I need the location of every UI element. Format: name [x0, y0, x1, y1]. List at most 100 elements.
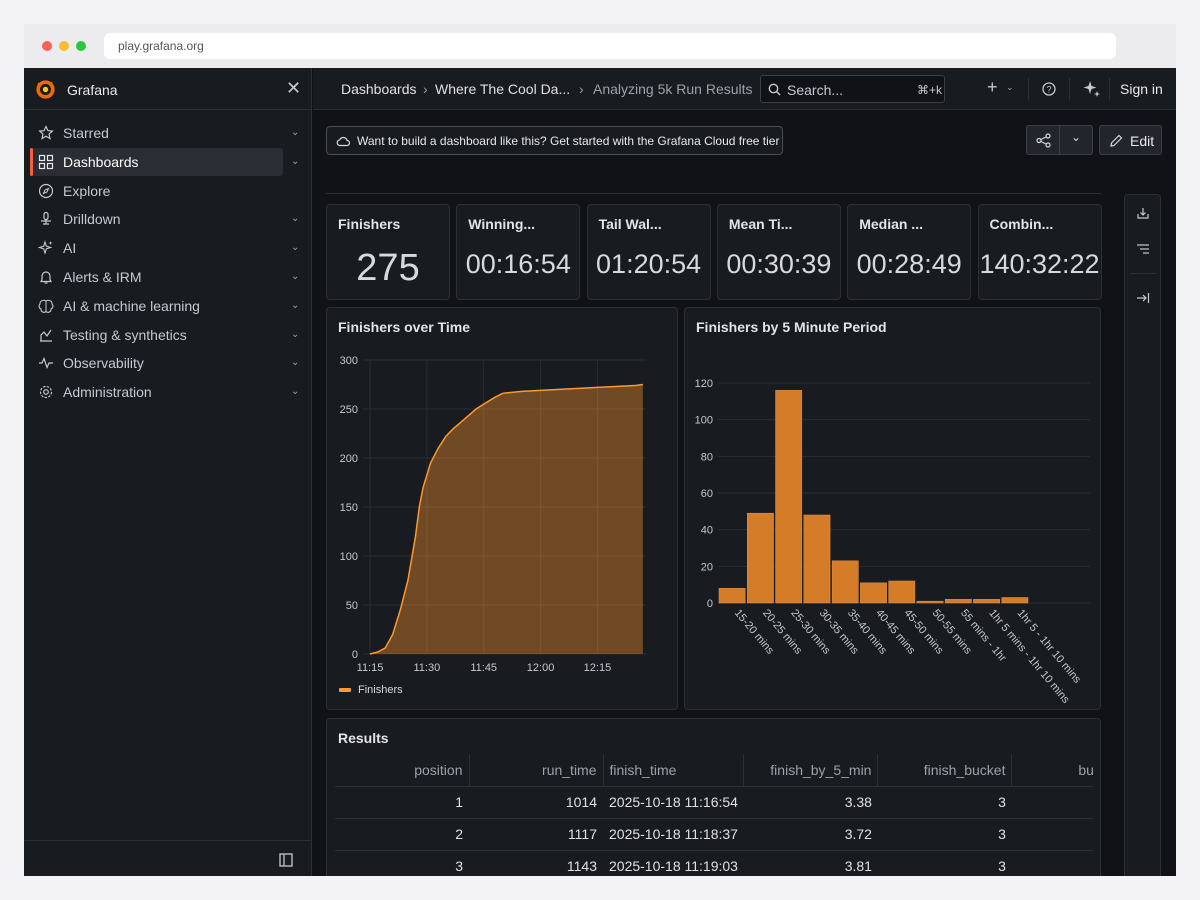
share-icon[interactable] [1036, 133, 1051, 148]
sidebar-item-administration[interactable]: Administration ⌄ [30, 378, 299, 406]
bar[interactable] [718, 588, 746, 604]
column-header[interactable]: finish_bucket [877, 754, 1013, 787]
chevron-down-icon[interactable]: ⌄ [291, 155, 300, 167]
sidebar-item-label: Administration [63, 384, 152, 401]
results-panel: Results position run_time finish_time finis… [326, 718, 1101, 876]
breadcrumb-dashboards[interactable]: Dashboards [341, 81, 417, 97]
sparkle-icon [38, 240, 53, 256]
bar[interactable] [803, 514, 831, 604]
sidebar-item-testing-synthetics[interactable]: Testing & synthetics ⌄ [30, 321, 299, 349]
chevron-down-icon[interactable]: ⌄ [291, 271, 300, 282]
bar[interactable] [831, 560, 859, 604]
table-body: 1 1014 2025-10-18 11:16:54 3.38 3 2 1117 2025-1… [335, 786, 1093, 876]
bar[interactable] [1001, 597, 1029, 604]
results-table: position run_time finish_time finish_by_5_m… [335, 754, 1093, 876]
column-header[interactable]: finish_time [603, 754, 745, 787]
dock-sidebar-icon[interactable] [279, 853, 293, 867]
panel-title: Finishers over Time [338, 319, 471, 335]
export-icon[interactable] [1136, 206, 1150, 220]
table-cell: 1143 [469, 850, 603, 876]
add-new-icon[interactable]: + [987, 77, 998, 97]
promo-text: Want to build a dashboard like this? Get… [357, 134, 780, 148]
browser-window: play.grafana.org Grafana ✕ Starred ⌄ Dashb… [24, 24, 1176, 876]
help-icon[interactable]: ? [1042, 82, 1056, 96]
breadcrumb-folder[interactable]: Where The Cool Da... [435, 81, 571, 97]
y-tick-label: 250 [340, 404, 358, 416]
sidebar-item-dashboards[interactable]: Dashboards ⌄ [30, 147, 299, 176]
stat-panel: Winning... 00:16:54 [456, 204, 581, 300]
bar[interactable] [860, 582, 887, 604]
y-tick-label: 100 [340, 551, 358, 563]
grafana-logo-icon[interactable] [35, 79, 56, 100]
stat-panel: Finishers 275 [326, 204, 450, 300]
table-cell: 3.81 [743, 850, 878, 876]
chevron-down-icon[interactable]: ⌄ [291, 242, 300, 254]
sidebar-item-ai[interactable]: AI ⌄ [30, 234, 299, 262]
bar[interactable] [775, 390, 803, 604]
chevron-down-icon[interactable]: ⌄ [291, 328, 300, 340]
column-header[interactable]: bu [1011, 754, 1093, 787]
url-bar[interactable]: play.grafana.org [104, 33, 1116, 59]
table-cell [1011, 818, 1093, 851]
x-tick-label: 12:00 [527, 662, 555, 674]
column-header[interactable]: position [335, 754, 470, 787]
chevron-down-icon[interactable]: ⌄ [1006, 82, 1014, 92]
brand-name: Grafana [67, 82, 118, 98]
sidebar-item-explore[interactable]: Explore [30, 177, 283, 205]
stat-title: Winning... [468, 216, 536, 232]
close-menu-icon[interactable]: ✕ [286, 78, 302, 98]
search-shortcut: ⌘+k [916, 83, 942, 97]
y-tick-label: 40 [701, 525, 713, 537]
sidebar-item-drilldown[interactable]: Drilldown ⌄ [30, 205, 299, 233]
column-header[interactable]: run_time [469, 754, 604, 787]
maximize-window-dot[interactable] [76, 41, 86, 51]
drilldown-icon [41, 212, 51, 225]
sidebar-item-starred[interactable]: Starred ⌄ [30, 119, 299, 147]
table-row[interactable]: 2 1117 2025-10-18 11:18:37 3.72 3 [335, 818, 1093, 851]
finishers-area-chart: 0 50 100 150 200 250 300 11:15 11:30 11:45 12:00 12… [339, 355, 646, 696]
bar[interactable] [747, 512, 774, 604]
sidebar-item-label: Testing & synthetics [63, 326, 187, 343]
outline-list-icon[interactable] [1136, 242, 1150, 256]
panel-title: Finishers by 5 Minute Period [696, 319, 887, 335]
assistant-sparkle-icon[interactable] [1083, 80, 1101, 98]
bar[interactable] [916, 600, 944, 604]
chevron-down-icon[interactable]: ⌄ [291, 357, 300, 369]
search-input[interactable]: Search... ⌘+k [760, 75, 945, 103]
table-cell: 3 [335, 850, 469, 876]
bar[interactable] [944, 599, 972, 604]
bar[interactable] [973, 599, 1000, 604]
stat-value: 01:20:54 [596, 249, 702, 279]
chevron-down-icon[interactable]: ⌄ [291, 299, 300, 311]
finishers-area-fill [370, 384, 643, 654]
compass-icon [38, 183, 54, 198]
table-cell: 2 [335, 818, 469, 851]
legend-label[interactable]: Finishers [358, 684, 403, 696]
sign-in-link[interactable]: Sign in [1120, 81, 1163, 97]
chevron-down-icon[interactable]: ⌄ [291, 386, 300, 398]
table-row[interactable]: 1 1014 2025-10-18 11:16:54 3.38 3 [335, 786, 1093, 819]
bar[interactable] [888, 580, 916, 604]
collapse-pane-icon[interactable] [1136, 291, 1150, 305]
table-cell: 1 [335, 786, 469, 819]
column-header[interactable]: finish_by_5_min [743, 754, 879, 787]
chevron-down-icon[interactable]: ⌄ [291, 127, 300, 138]
table-row[interactable]: 3 1143 2025-10-18 11:19:03 3.81 3 [335, 850, 1093, 876]
brain-icon [38, 299, 54, 313]
sidebar-item-alerts-irm[interactable]: Alerts & IRM ⌄ [30, 263, 299, 291]
table-cell: 3.72 [743, 818, 878, 851]
minimize-window-dot[interactable] [59, 41, 69, 51]
breadcrumb-separator-icon: › [423, 81, 428, 97]
share-dropdown-chevron-icon[interactable]: ⌄ [1071, 130, 1082, 144]
sidebar: Grafana ✕ Starred ⌄ Dashboards ⌄ Explore Dril… [24, 68, 312, 876]
close-window-dot[interactable] [42, 41, 52, 51]
finishers-series-line [369, 383, 643, 655]
sidebar-item-observability[interactable]: Observability ⌄ [30, 349, 299, 377]
edit-button[interactable]: Edit [1099, 125, 1162, 155]
stat-panel: Combin... 140:32:22 [977, 204, 1102, 300]
chevron-down-icon[interactable]: ⌄ [291, 213, 300, 225]
promo-banner[interactable]: Want to build a dashboard like this? Get… [326, 126, 783, 155]
sidebar-item-ai-machine-learning[interactable]: AI & machine learning ⌄ [30, 292, 299, 320]
y-tick-label: 120 [695, 378, 713, 390]
edit-label: Edit [1130, 133, 1155, 149]
